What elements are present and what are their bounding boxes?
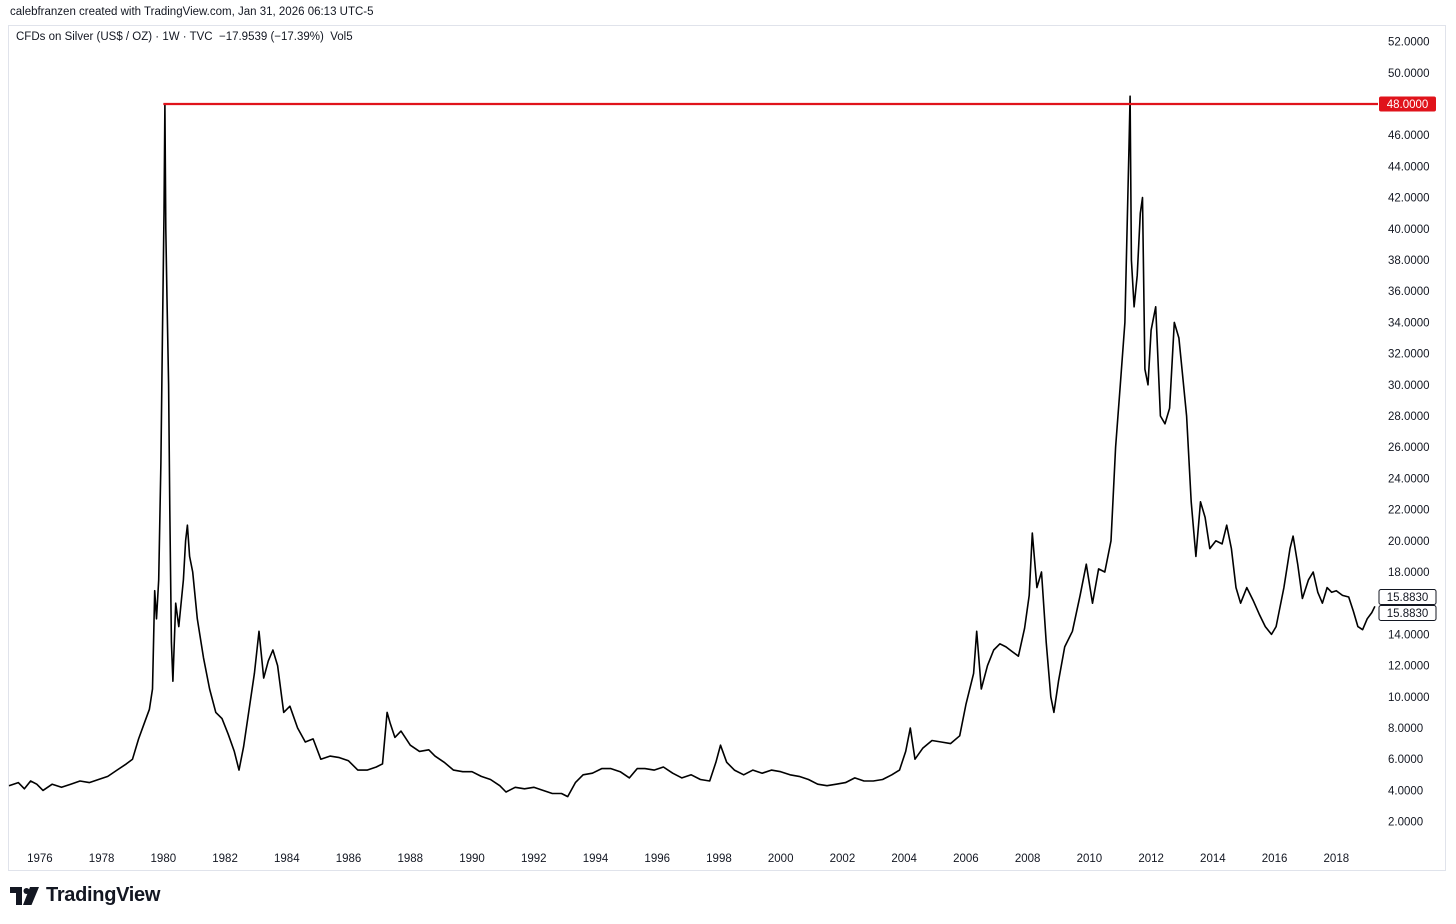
y-tick-label: 10.0000 xyxy=(1388,692,1430,704)
x-tick-label: 1990 xyxy=(459,853,485,865)
last-price-label-bg xyxy=(1378,589,1437,606)
x-tick-label: 2012 xyxy=(1138,853,1164,865)
y-tick-label: 22.0000 xyxy=(1388,505,1430,517)
tradingview-logo: TradingView xyxy=(10,884,160,907)
x-tick-label: 2002 xyxy=(830,853,856,865)
level-price-label-bg xyxy=(1379,96,1436,112)
x-tick-label: 2010 xyxy=(1077,853,1103,865)
x-tick-label: 1992 xyxy=(521,853,547,865)
y-tick-label: 46.0000 xyxy=(1388,130,1430,142)
x-tick-label: 1978 xyxy=(89,853,115,865)
price-line-layer xyxy=(8,95,1376,798)
x-tick-label: 1986 xyxy=(336,853,362,865)
x-tick-label: 2008 xyxy=(1015,853,1041,865)
tradingview-logo-icon xyxy=(10,886,39,905)
level-price-label: 48.0000 xyxy=(1387,99,1429,111)
y-tick-label: 28.0000 xyxy=(1388,411,1430,423)
y-tick-label: 8.0000 xyxy=(1388,723,1423,735)
y-tick-label: 20.0000 xyxy=(1388,536,1430,548)
x-tick-label: 2018 xyxy=(1324,853,1350,865)
y-tick-label: 6.0000 xyxy=(1388,754,1423,766)
last-price-label: 15.8830 xyxy=(1387,592,1429,604)
y-tick-label: 36.0000 xyxy=(1388,286,1430,298)
last-price-label-bg xyxy=(1378,605,1437,622)
x-tick-label: 2016 xyxy=(1262,853,1288,865)
x-tick-label: 1982 xyxy=(212,853,238,865)
x-tick-label: 2000 xyxy=(768,853,794,865)
y-tick-label: 44.0000 xyxy=(1388,161,1430,173)
y-tick-label: 32.0000 xyxy=(1388,349,1430,361)
y-tick-label: 34.0000 xyxy=(1388,317,1430,329)
x-tick-label: 1998 xyxy=(706,853,732,865)
x-tick-label: 1988 xyxy=(397,853,423,865)
y-tick-label: 30.0000 xyxy=(1388,380,1430,392)
y-axis[interactable]: 2.0000 4.0000 6.0000 8.0000 10.0000 12.0000 14… xyxy=(1388,37,1430,829)
tradingview-logo-text: TradingView xyxy=(46,884,161,906)
x-tick-label: 2006 xyxy=(953,853,979,865)
y-tick-label: 40.0000 xyxy=(1388,224,1430,236)
y-tick-label: 2.0000 xyxy=(1388,817,1423,829)
price-label-layer: 48.0000 15.8830 15.8830 xyxy=(1378,96,1437,622)
y-tick-label: 18.0000 xyxy=(1388,567,1430,579)
x-tick-label: 1980 xyxy=(151,853,177,865)
x-tick-label: 1976 xyxy=(27,853,53,865)
chart-frame xyxy=(8,25,1446,871)
y-tick-label: 14.0000 xyxy=(1388,629,1430,641)
attribution-text: calebfranzen created with TradingView.co… xyxy=(10,6,374,18)
y-tick-label: 4.0000 xyxy=(1388,785,1423,797)
x-tick-label: 2004 xyxy=(891,853,917,865)
x-tick-label: 1996 xyxy=(644,853,670,865)
y-tick-label: 26.0000 xyxy=(1388,442,1430,454)
y-tick-label: 38.0000 xyxy=(1388,255,1430,267)
x-tick-label: 2014 xyxy=(1200,853,1226,865)
x-axis[interactable]: 1976 1978 1980 1982 1984 1986 1988 1990 1992 1994… xyxy=(27,853,1349,865)
y-tick-label: 12.0000 xyxy=(1388,661,1430,673)
y-tick-label: 24.0000 xyxy=(1388,473,1430,485)
y-tick-label: 52.0000 xyxy=(1388,37,1430,49)
x-tick-label: 1994 xyxy=(583,853,609,865)
x-tick-label: 1984 xyxy=(274,853,300,865)
y-tick-label: 50.0000 xyxy=(1388,68,1430,80)
last-price-label: 15.8830 xyxy=(1387,608,1429,620)
chart-legend[interactable]: CFDs on Silver (US$ / OZ) · 1W · TVC −17… xyxy=(16,31,353,43)
y-tick-label: 42.0000 xyxy=(1388,193,1430,205)
price-series-line xyxy=(8,95,1376,798)
